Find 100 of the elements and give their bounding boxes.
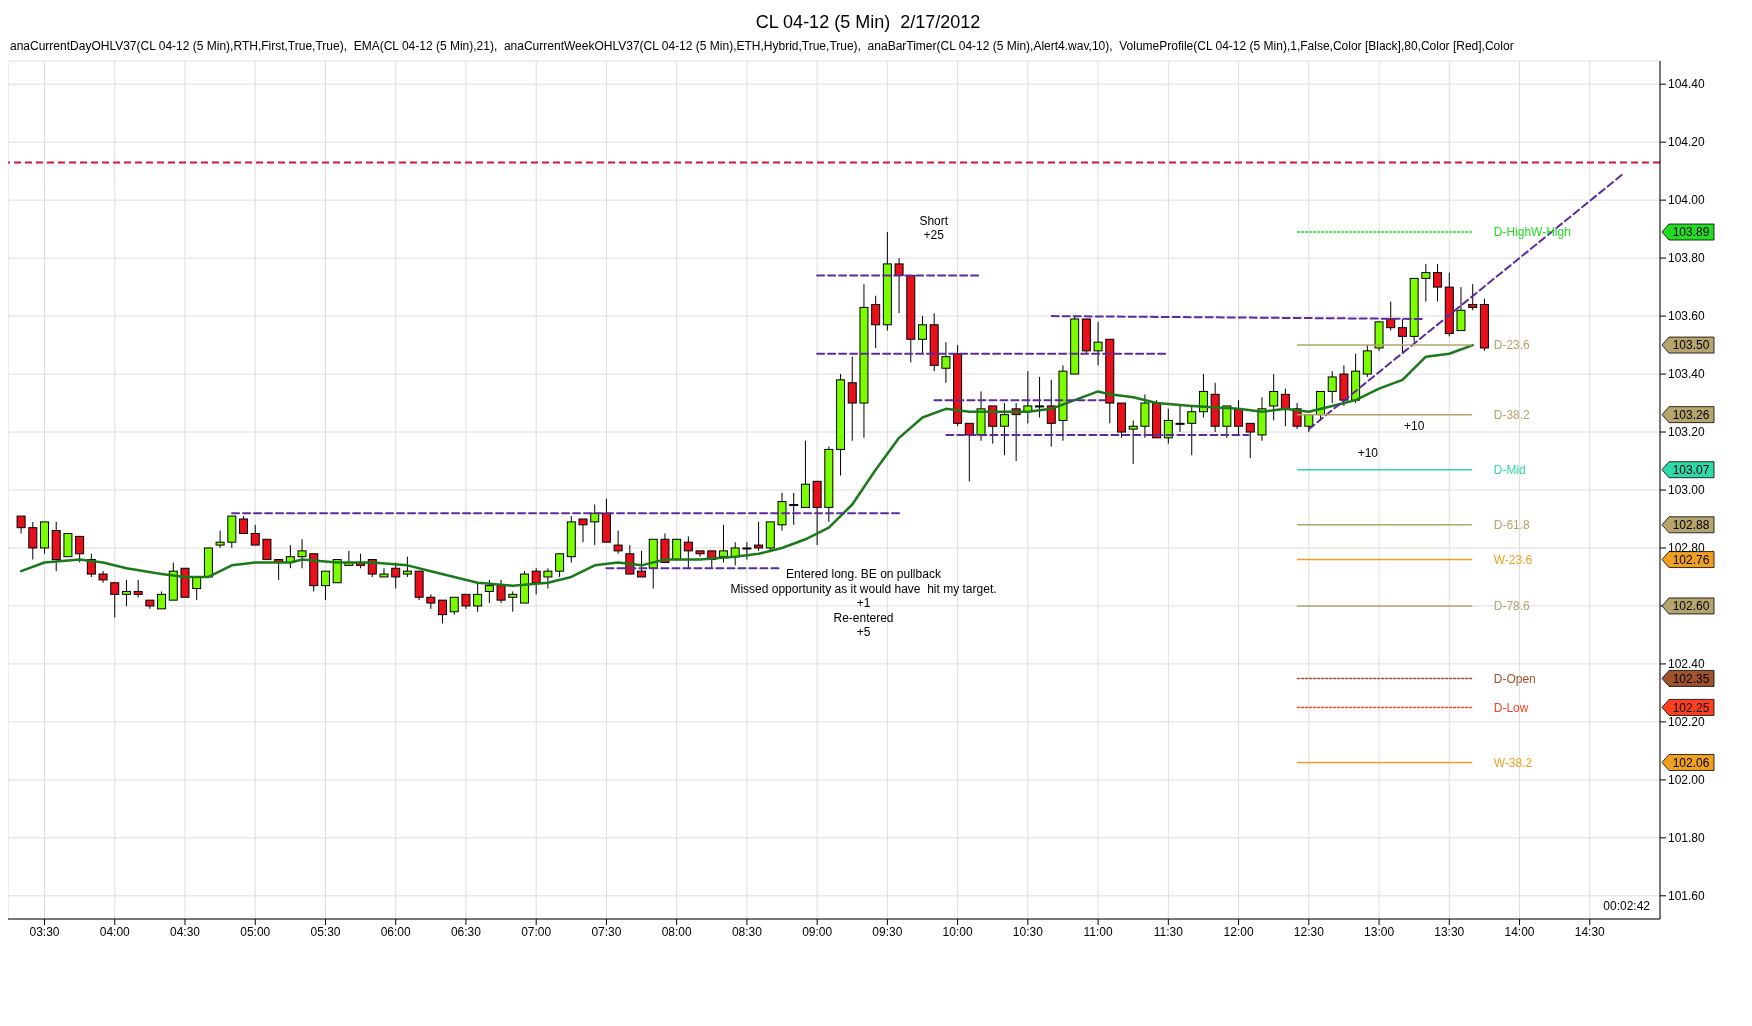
candlestick — [391, 561, 401, 590]
candlestick — [1456, 286, 1466, 332]
x-tick-label: 05:30 — [310, 924, 341, 939]
candlestick — [754, 521, 764, 552]
x-tick-label: 04:00 — [99, 924, 131, 939]
x-tick-label: 13:30 — [1434, 924, 1465, 939]
candlestick — [742, 541, 752, 561]
candlestick — [1234, 399, 1244, 436]
x-tick-label: 09:30 — [872, 924, 903, 939]
candlestick — [555, 553, 565, 578]
x-tick-label: 07:30 — [591, 924, 622, 939]
candlestick — [871, 295, 881, 349]
candlestick — [1269, 373, 1279, 421]
annotation: Entered long. BE on pullback — [786, 567, 942, 582]
series-label: D-Low — [1493, 700, 1529, 715]
series-label: D-78.6 — [1493, 599, 1531, 614]
candlestick — [789, 492, 799, 526]
y-tick-label: 104.20 — [1668, 135, 1706, 150]
x-tick-label: 08:00 — [661, 924, 693, 939]
y-tick-label: 104.00 — [1668, 193, 1706, 208]
text: 103.07 — [1672, 462, 1710, 477]
candlestick — [718, 524, 728, 563]
text: 102.35 — [1672, 671, 1710, 686]
candlestick — [1280, 388, 1290, 427]
candlestick — [473, 582, 483, 613]
y-tick-label: 102.20 — [1668, 715, 1706, 730]
candlestick — [508, 590, 518, 613]
y-tick-label: 101.60 — [1668, 889, 1706, 904]
candlestick — [75, 535, 85, 563]
text: 102.60 — [1672, 599, 1710, 614]
candlestick — [1397, 318, 1407, 355]
chart-subtitle: anaCurrentDayOHLV37(CL 04-12 (5 Min),RTH,First,True,True), EMA(CL 04-12 (5 Min),21), anaCurrentWeekOHLV37(CL 04-12 (5 Min),ETH,Hybrid,True,True), anaBarTimer(CL 04-12 (5 Min),Alert4.wav,10), VolumeProfile(CL 04-12 (5 Min),1,False,Color [Black],80,Color [Red],Color — [9, 39, 1515, 53]
chart-title: CL 04-12 (5 Min) 2/17/2012 — [754, 11, 982, 34]
x-tick-label: 10:30 — [1012, 924, 1044, 939]
candlestick — [578, 518, 588, 543]
y-tick-label: 103.40 — [1668, 367, 1706, 382]
candlestick — [1222, 405, 1232, 439]
candlestick — [894, 257, 904, 314]
candlestick — [1035, 376, 1045, 419]
y-tick-label: 101.80 — [1668, 831, 1706, 846]
x-tick-label: 11:00 — [1083, 924, 1113, 939]
annotation: +10 — [1357, 445, 1379, 460]
y-tick-label: 103.80 — [1668, 251, 1706, 266]
candlestick — [777, 492, 787, 532]
candlestick — [402, 556, 412, 578]
candlestick — [1046, 379, 1056, 448]
x-tick-label: 11:30 — [1153, 924, 1184, 939]
candlestick — [1163, 408, 1173, 445]
candlestick — [110, 582, 120, 619]
candlestick — [847, 356, 857, 442]
candlestick — [297, 538, 307, 569]
candlestick — [215, 530, 225, 549]
text: 103.50 — [1672, 338, 1710, 353]
text: 102.06 — [1672, 755, 1710, 770]
text: 102.76 — [1672, 552, 1710, 567]
y-tick-label: 102.00 — [1668, 773, 1706, 788]
text: 102.88 — [1672, 517, 1710, 532]
x-tick-label: 10:00 — [942, 924, 973, 939]
candlestick — [999, 402, 1009, 456]
candlestick — [262, 538, 272, 561]
y-tick-label: 103.20 — [1668, 425, 1706, 440]
x-tick-label: 03:30 — [29, 924, 60, 939]
x-tick-label: 09:00 — [802, 924, 833, 939]
series-label: D-61.8 — [1493, 517, 1531, 532]
annotation: 00:02:42 — [1603, 899, 1650, 913]
x-tick-label: 07:00 — [521, 924, 552, 939]
candlestick — [1421, 263, 1431, 303]
series-label: W-38.2 — [1493, 755, 1533, 770]
candlestick — [800, 440, 810, 508]
x-tick-label: 12:30 — [1293, 924, 1325, 939]
y-tick-label: 103.00 — [1668, 483, 1706, 498]
y-tick-label: 104.40 — [1668, 77, 1706, 92]
candlestick — [28, 521, 38, 561]
text: 103.26 — [1672, 407, 1710, 422]
text: 102.25 — [1672, 700, 1710, 715]
candlestick — [1128, 419, 1138, 465]
candlestick — [1245, 422, 1255, 459]
candlestick — [637, 550, 647, 578]
candlestick — [683, 535, 693, 569]
candlestick — [63, 532, 73, 558]
annotation: +5 — [856, 625, 871, 640]
series-label: D-HighW-High — [1493, 225, 1571, 240]
candlestick — [250, 524, 260, 546]
candlestick — [1327, 370, 1337, 404]
y-tick-label: 102.40 — [1668, 657, 1706, 672]
series-label: D-23.6 — [1493, 338, 1531, 353]
annotation: Short — [919, 213, 949, 228]
annotation: Missed opportunity as it would have hit my target. — [730, 581, 997, 596]
candlestick — [964, 422, 974, 482]
x-tick-label: 06:30 — [450, 924, 482, 939]
annotation: +1 — [856, 596, 871, 611]
candlestick — [121, 579, 131, 607]
x-tick-label: 05:00 — [240, 924, 271, 939]
x-tick-label: 13:00 — [1364, 924, 1395, 939]
candlestick — [1362, 344, 1372, 378]
candlestick — [941, 341, 951, 384]
candlestick — [695, 550, 705, 558]
candlestick — [1187, 405, 1197, 456]
candlestick — [613, 530, 623, 555]
text: 103.89 — [1672, 225, 1710, 240]
